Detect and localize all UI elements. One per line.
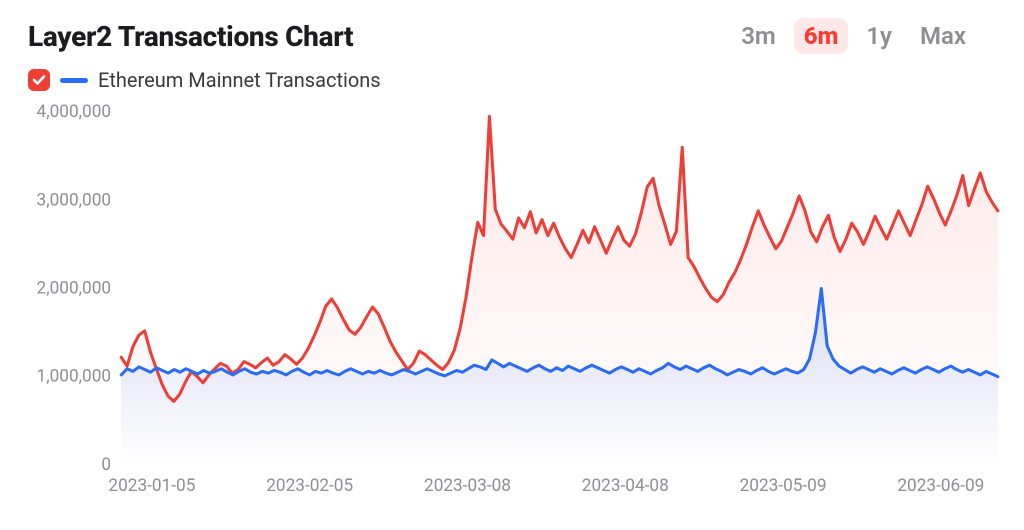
- y-axis-label: 1,000,000: [37, 367, 112, 387]
- chart-svg: 0 1,000,000 2,000,000 3,000,000 4,000,000 202…: [28, 102, 1006, 507]
- x-axis-label: 2023-02-05: [266, 476, 353, 496]
- range-max[interactable]: Max: [910, 18, 976, 54]
- x-axis-label: 2023-05-09: [740, 476, 827, 496]
- x-axis-label: 2023-03-08: [424, 476, 511, 496]
- y-axis-label: 3,000,000: [37, 190, 112, 210]
- legend-line-swatch: [60, 78, 88, 83]
- legend-checkbox-icon[interactable]: [28, 69, 50, 91]
- chart-area: 0 1,000,000 2,000,000 3,000,000 4,000,000 202…: [28, 102, 1006, 530]
- range-selector: 3m6m1yMax: [731, 18, 976, 54]
- range-1y[interactable]: 1y: [856, 18, 902, 54]
- x-axis-label: 2023-06-09: [897, 476, 984, 496]
- y-axis-label: 0: [101, 455, 111, 475]
- header: Layer2 Transactions Chart 3m6m1yMax: [28, 18, 1006, 54]
- chart-title: Layer2 Transactions Chart: [28, 20, 353, 53]
- x-axis-label: 2023-01-05: [108, 476, 195, 496]
- y-axis-label: 2,000,000: [37, 279, 112, 299]
- y-axis-label: 4,000,000: [37, 102, 112, 122]
- legend-label: Ethereum Mainnet Transactions: [98, 68, 381, 92]
- legend: Ethereum Mainnet Transactions: [28, 68, 1006, 92]
- range-6m[interactable]: 6m: [794, 18, 849, 54]
- chart-card: Layer2 Transactions Chart 3m6m1yMax Ethe…: [0, 0, 1024, 530]
- x-axis-label: 2023-04-08: [582, 476, 669, 496]
- range-3m[interactable]: 3m: [731, 18, 786, 54]
